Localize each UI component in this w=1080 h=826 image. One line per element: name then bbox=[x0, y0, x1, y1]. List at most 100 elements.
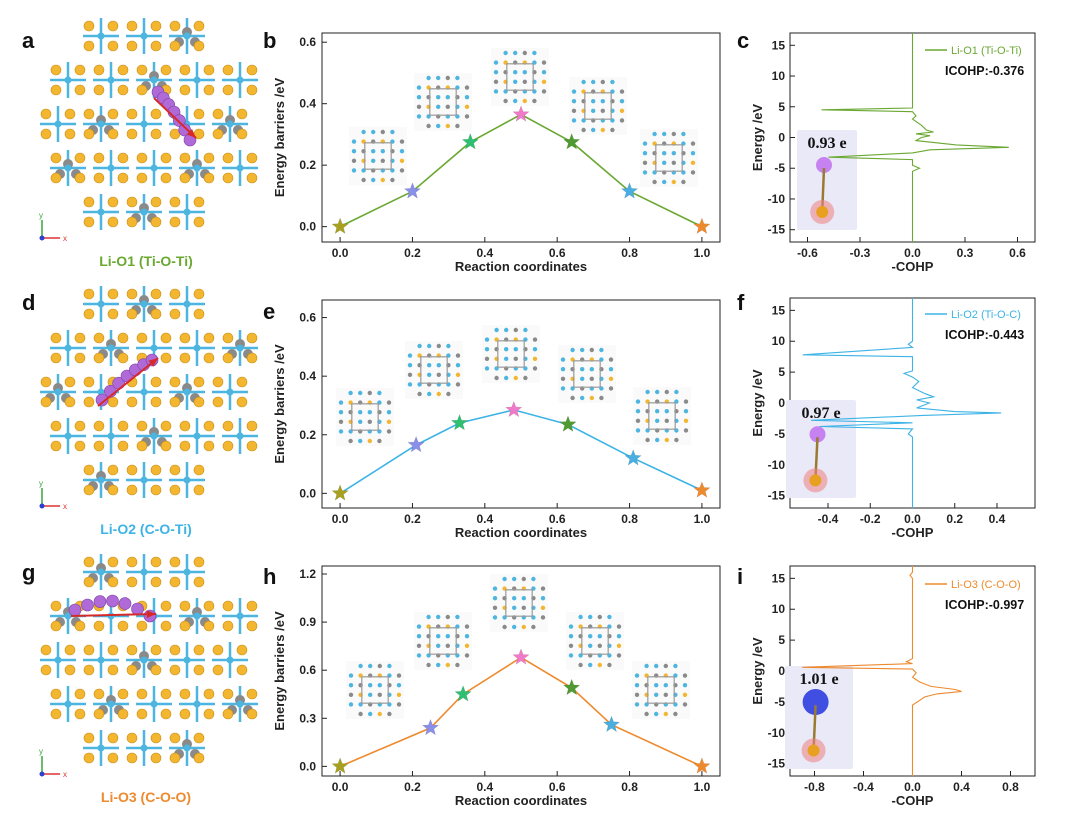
x-axis-label: -COHP bbox=[892, 259, 934, 274]
inset-atom bbox=[644, 711, 649, 717]
oxygen-atom bbox=[117, 172, 129, 184]
panel-label-h: h bbox=[263, 564, 276, 589]
inset-atom bbox=[455, 614, 460, 620]
inset-atom bbox=[532, 337, 538, 342]
inset-atom bbox=[416, 104, 422, 110]
oxygen-atom bbox=[236, 376, 248, 388]
inset-atom bbox=[407, 363, 413, 368]
oxygen-atom bbox=[40, 128, 52, 140]
oxygen-atom bbox=[136, 84, 148, 96]
inset-atom bbox=[523, 327, 528, 333]
x-tick-label: -0.6 bbox=[797, 246, 818, 260]
y-tick-label: -10 bbox=[768, 726, 786, 740]
ti-atom bbox=[97, 568, 105, 576]
ti-atom bbox=[54, 388, 62, 396]
inset-atom bbox=[367, 390, 372, 396]
y-tick-label: -5 bbox=[774, 427, 785, 441]
inset-atom bbox=[504, 375, 509, 381]
oxygen-atom bbox=[64, 664, 76, 676]
inset-atom bbox=[492, 615, 498, 620]
panel-label-e: e bbox=[263, 299, 275, 324]
cohp-line bbox=[802, 566, 962, 776]
ti-atom bbox=[140, 120, 148, 128]
inset-atom bbox=[338, 419, 344, 424]
inset-atom bbox=[464, 85, 470, 90]
oxygen-atom bbox=[150, 216, 162, 228]
y-tick-label: 0.0 bbox=[299, 759, 316, 773]
oxygen-atom bbox=[150, 484, 162, 496]
oxygen-atom bbox=[107, 288, 119, 300]
inset-atom bbox=[571, 89, 577, 94]
y-tick-label: 5 bbox=[778, 100, 785, 114]
oxygen-atom bbox=[74, 172, 86, 184]
inset-atom bbox=[348, 692, 354, 697]
oxygen-atom bbox=[160, 708, 172, 720]
inset-atom bbox=[426, 662, 431, 668]
inset-atom bbox=[642, 160, 648, 165]
oxygen-atom bbox=[136, 708, 148, 720]
x-tick-label: 0.0 bbox=[332, 246, 349, 260]
inset-atom bbox=[380, 158, 385, 163]
oxygen-atom bbox=[212, 396, 224, 408]
inset-atom bbox=[445, 95, 450, 100]
oxygen-atom bbox=[107, 484, 119, 496]
inset-atom bbox=[683, 428, 689, 433]
y-tick-label: 0 bbox=[778, 396, 785, 410]
oxygen-atom bbox=[150, 20, 162, 32]
inset-atom bbox=[619, 99, 625, 104]
oxygen-atom bbox=[212, 376, 224, 388]
y-tick-label: 15 bbox=[772, 303, 786, 317]
oxygen-atom bbox=[150, 288, 162, 300]
inset-atom bbox=[642, 151, 648, 156]
oxygen-atom bbox=[169, 732, 181, 744]
inset-atom bbox=[570, 395, 575, 401]
oxygen-atom bbox=[179, 440, 191, 452]
inset-atom bbox=[532, 50, 537, 56]
data-point-star bbox=[562, 132, 581, 150]
inset-atom bbox=[682, 702, 688, 707]
inset-atom bbox=[386, 400, 392, 405]
axis-x-label: x bbox=[63, 234, 67, 243]
inset-cage bbox=[584, 92, 612, 120]
oxygen-atom bbox=[50, 352, 62, 364]
bader-charge: 0.93 e bbox=[807, 135, 846, 152]
oxygen-atom bbox=[93, 688, 105, 700]
oxygen-atom bbox=[126, 752, 138, 764]
x-tick-label: 0.0 bbox=[332, 780, 349, 794]
y-tick-label: -15 bbox=[768, 757, 786, 771]
oxygen-atom bbox=[150, 644, 162, 656]
inset-atom bbox=[642, 141, 648, 146]
oxygen-atom bbox=[203, 332, 215, 344]
x-tick-label: -0.3 bbox=[850, 246, 871, 260]
inset-atom bbox=[634, 673, 640, 678]
ti-atom bbox=[97, 744, 105, 752]
migration-arrow bbox=[70, 613, 157, 617]
ti-atom bbox=[54, 656, 62, 664]
inset-atom bbox=[399, 158, 405, 163]
inset-atom bbox=[484, 356, 490, 361]
structure-name: Li-O2 (C-O-Ti) bbox=[100, 521, 192, 537]
inset-atom bbox=[560, 357, 566, 362]
oxygen-atom bbox=[193, 308, 205, 320]
li-atom bbox=[81, 598, 94, 612]
oxygen-atom bbox=[93, 620, 105, 632]
inset-atom bbox=[655, 389, 660, 395]
oxygen-atom bbox=[40, 108, 52, 120]
inset-atom bbox=[682, 673, 688, 678]
inset-structure bbox=[414, 612, 472, 670]
x-tick-label: 0.4 bbox=[989, 512, 1006, 526]
oxygen-atom bbox=[93, 352, 105, 364]
inset-cage bbox=[506, 63, 534, 91]
y-tick-label: -10 bbox=[768, 192, 786, 206]
inset-atom bbox=[513, 356, 518, 361]
ti-atom bbox=[140, 300, 148, 308]
li-atom bbox=[178, 123, 191, 137]
oxygen-atom bbox=[83, 40, 95, 52]
inset-structure bbox=[491, 48, 549, 106]
y-tick-label: -15 bbox=[768, 489, 786, 503]
oxygen-atom bbox=[74, 332, 86, 344]
x-tick-label: 0.2 bbox=[404, 512, 421, 526]
oxygen-atom bbox=[107, 664, 119, 676]
inset-atom bbox=[532, 98, 537, 104]
inset-atom bbox=[455, 662, 460, 668]
